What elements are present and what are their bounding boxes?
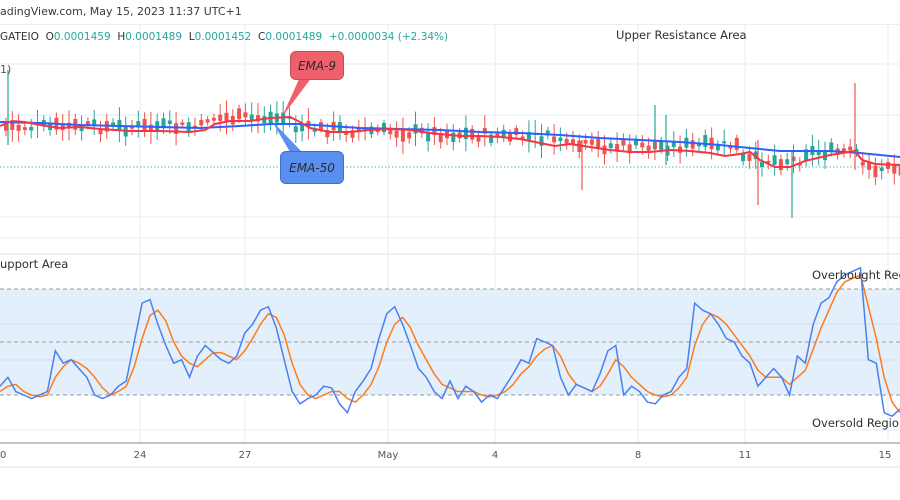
close-value: 0.0001489 (265, 31, 323, 43)
x-tick: 11 (738, 450, 752, 461)
stochastic-d-line (0, 273, 900, 414)
x-tick: 15 (878, 450, 892, 461)
oversold-label: Oversold Regio (812, 416, 899, 430)
upper-resistance-label: Upper Resistance Area (616, 28, 747, 42)
support-area-label: upport Area (0, 257, 69, 271)
ema9-callout[interactable]: EMA-9 (290, 51, 344, 80)
x-tick: May (377, 450, 399, 461)
x-tick: 8 (634, 450, 642, 461)
x-tick: 24 (133, 450, 147, 461)
candlestick-series (4, 70, 900, 218)
source-timestamp: adingView.com, May 15, 2023 11:37 UTC+1 (0, 5, 242, 18)
chart-header: adingView.com, May 15, 2023 11:37 UTC+1 (0, 0, 900, 24)
low-value: 0.0001452 (194, 31, 252, 43)
stochastic-k-line (0, 266, 900, 418)
ema50-callout[interactable]: EMA-50 (280, 151, 344, 184)
x-tick: 4 (491, 450, 499, 461)
ema9-pointer (282, 77, 312, 117)
overbought-label: Overbought Regi (812, 268, 900, 282)
ema50-line (0, 121, 900, 158)
ohlc-legend: GATEIO O0.0001459 H0.0001489 L0.0001452 … (0, 31, 449, 43)
high-value: 0.0001489 (125, 31, 183, 43)
x-tick: 0 (0, 450, 7, 461)
x-tick: 27 (238, 450, 252, 461)
indicator-label-fragment: 1) (0, 63, 12, 76)
ema9-line (0, 115, 900, 168)
change-value: +0.0000034 (+2.34%) (328, 31, 449, 43)
price-gridlines (0, 63, 900, 239)
open-value: 0.0001459 (53, 31, 111, 43)
symbol: GATEIO (0, 31, 39, 43)
level-lines (0, 288, 900, 396)
ema50-pointer (272, 121, 302, 152)
